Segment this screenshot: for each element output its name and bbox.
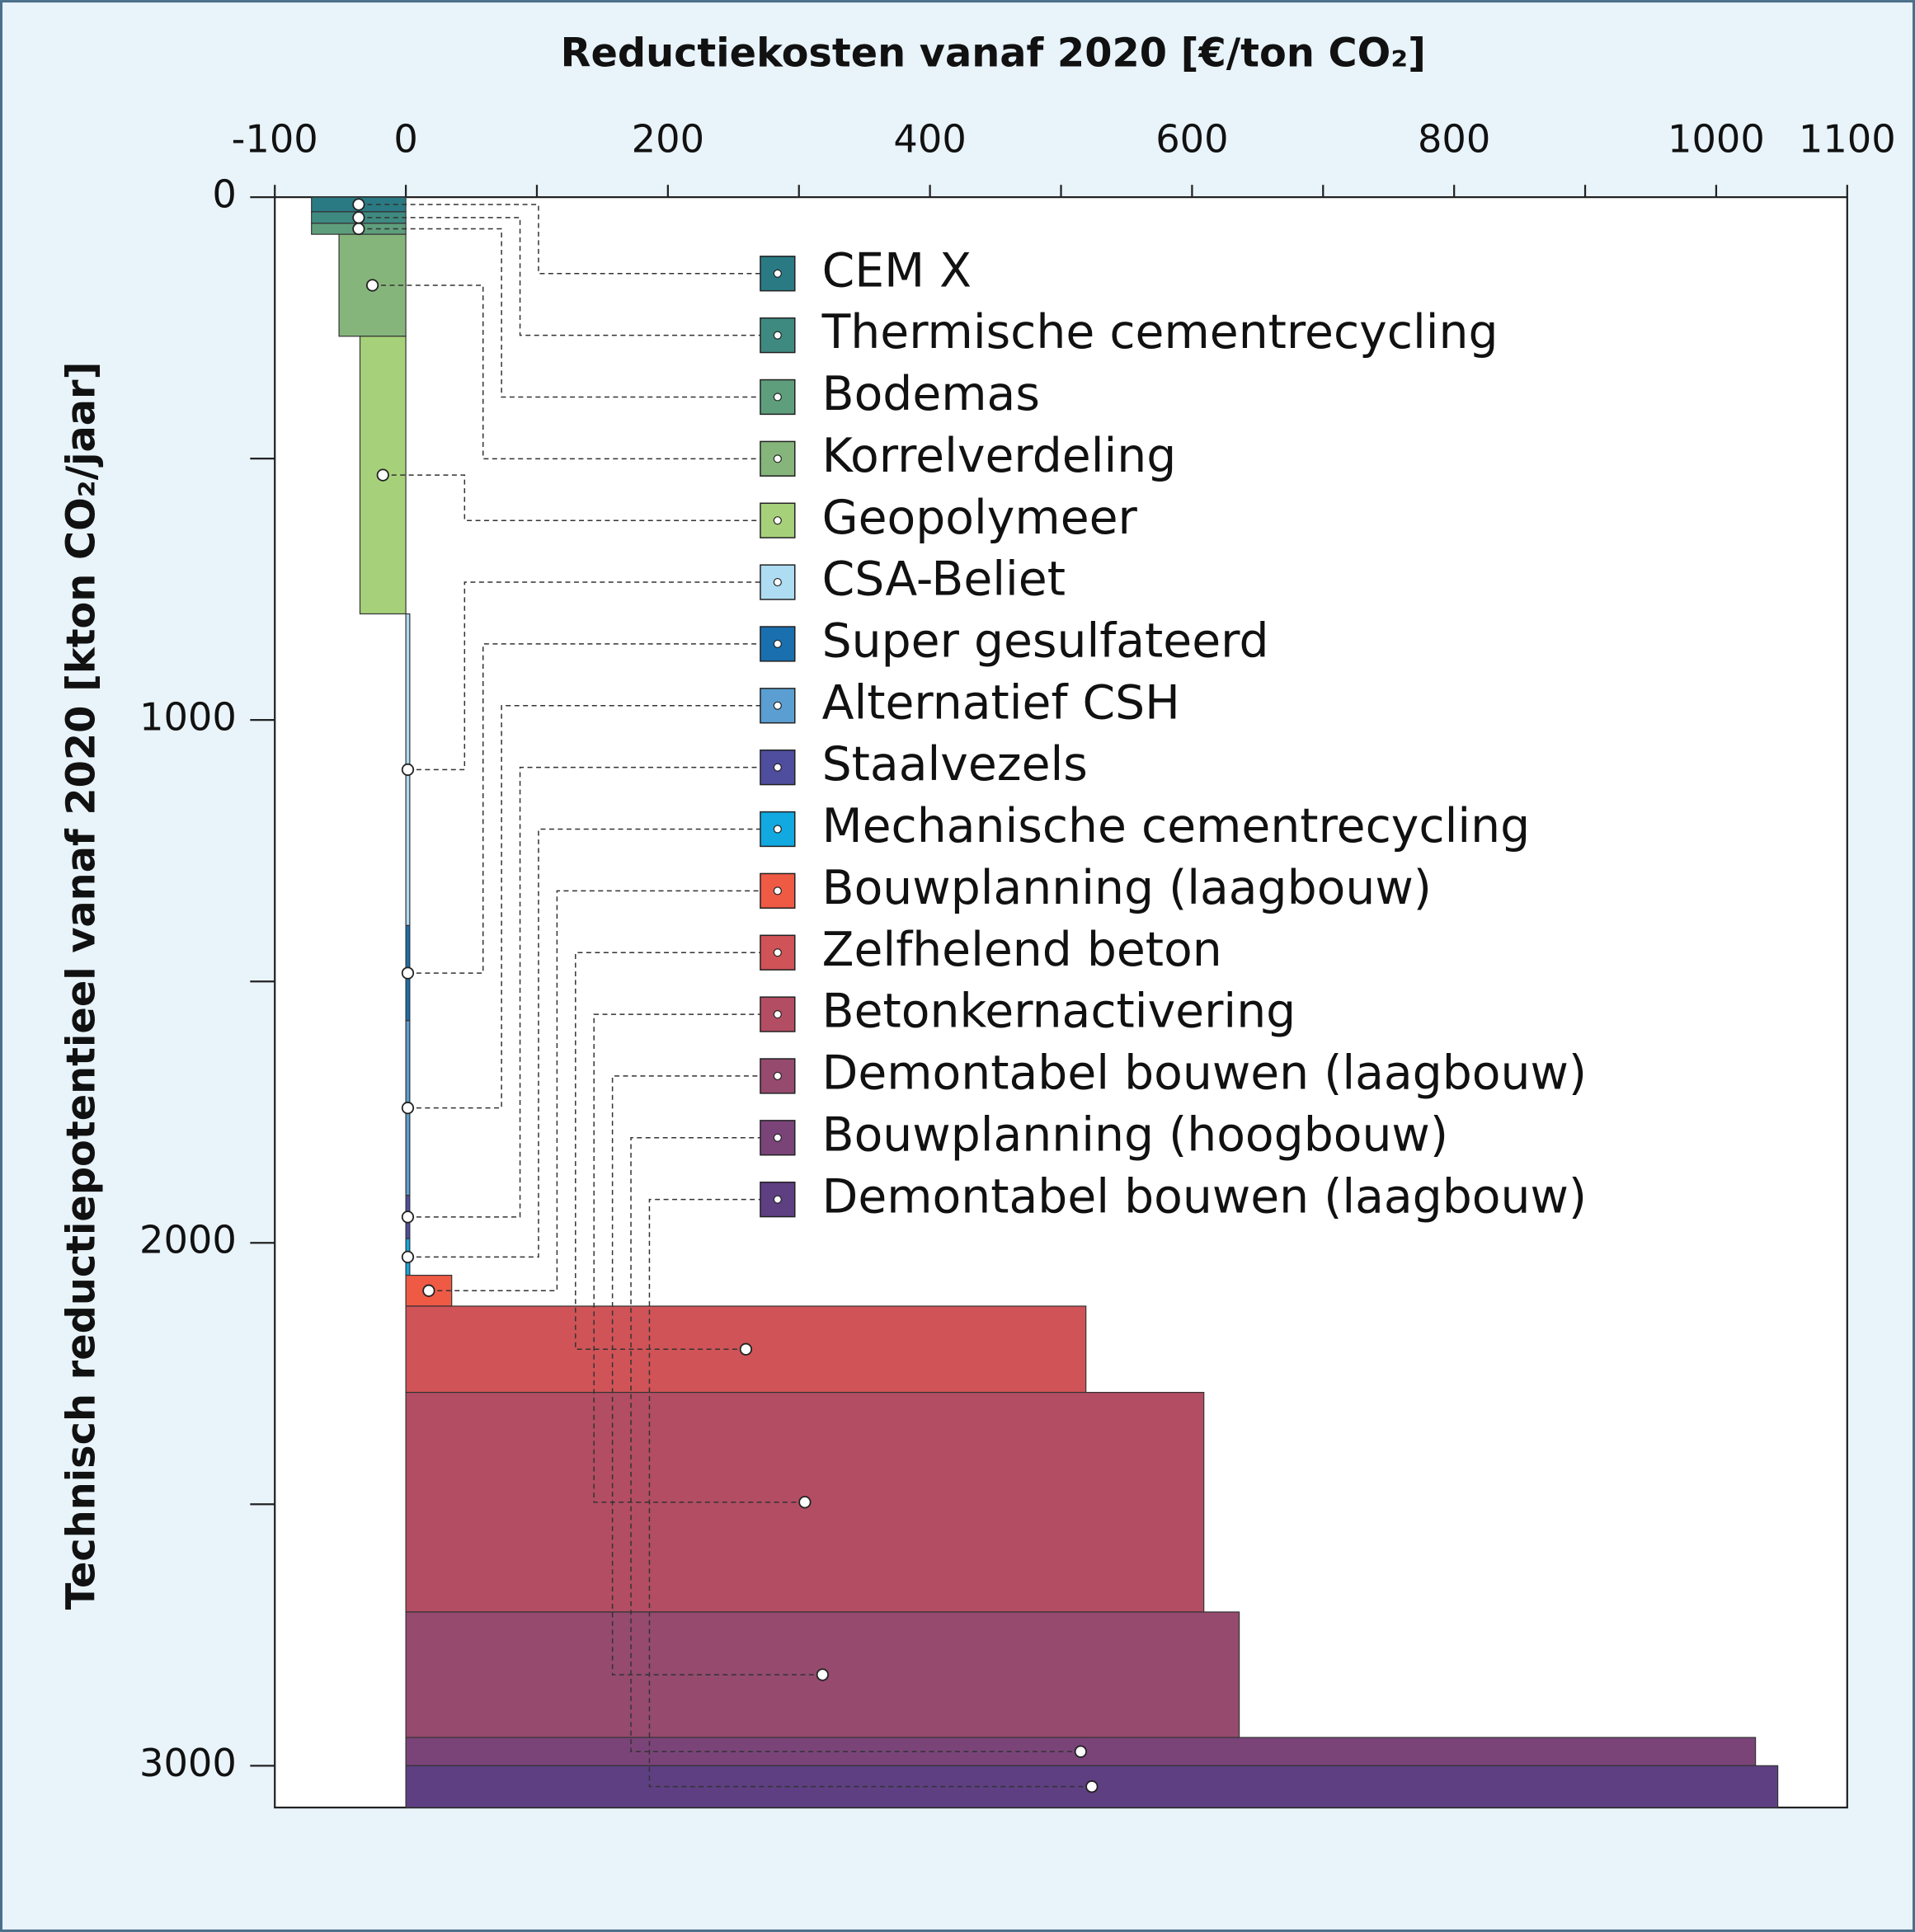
leader-line bbox=[358, 228, 778, 398]
legend-dot bbox=[773, 577, 782, 587]
legend-label: CEM X bbox=[822, 243, 972, 298]
y-tick-label: 1000 bbox=[139, 695, 237, 740]
bar-marker bbox=[352, 211, 365, 224]
legend-label: Demontabel bouwen (laagbouw) bbox=[822, 1046, 1587, 1101]
legend-dot bbox=[773, 516, 782, 525]
legend-dot bbox=[773, 1133, 782, 1142]
leader-line bbox=[383, 474, 778, 521]
x-tick-label: -100 bbox=[232, 116, 318, 161]
bar-marker bbox=[401, 1250, 415, 1263]
bar-marker bbox=[1074, 1745, 1087, 1758]
leader-line bbox=[407, 581, 778, 771]
bar-marker bbox=[365, 279, 379, 292]
legend-label: Super gesulfateerd bbox=[822, 614, 1269, 669]
legend-dot bbox=[773, 948, 782, 957]
leader-line bbox=[358, 217, 778, 336]
leader-line bbox=[407, 643, 778, 974]
legend-label: Mechanische cementrecycling bbox=[822, 799, 1531, 853]
legend-label: Bouwplanning (hoogbouw) bbox=[822, 1107, 1448, 1162]
legend-dot bbox=[773, 331, 782, 340]
legend-label: Korrelverdeling bbox=[822, 429, 1177, 483]
legend-label: Geopolymeer bbox=[822, 491, 1138, 545]
legend-label: Bouwplanning (laagbouw) bbox=[822, 861, 1432, 915]
legend-dot bbox=[773, 454, 782, 463]
y-tick-label: 0 bbox=[212, 172, 236, 217]
legend-dot bbox=[773, 763, 782, 772]
leader-line bbox=[358, 204, 778, 275]
leader-line bbox=[407, 705, 778, 1109]
x-tick-label: 1100 bbox=[1799, 116, 1896, 161]
bar-marker bbox=[401, 966, 415, 980]
x-tick-label: 400 bbox=[893, 116, 966, 161]
legend-dot bbox=[773, 1071, 782, 1081]
legend-dot bbox=[773, 1195, 782, 1204]
leader-line bbox=[611, 1075, 823, 1676]
bar-marker bbox=[816, 1668, 829, 1681]
legend-label: Demontabel bouwen (laagbouw) bbox=[822, 1169, 1587, 1224]
y-tick-label: 3000 bbox=[139, 1741, 237, 1785]
legend-dot bbox=[773, 393, 782, 402]
bar-marker bbox=[401, 1210, 415, 1224]
x-tick-label: 200 bbox=[632, 116, 704, 161]
bar-marker bbox=[739, 1342, 753, 1356]
legend-label: Staalvezels bbox=[822, 737, 1088, 792]
legend-label: CSA-Beliet bbox=[822, 552, 1066, 607]
x-tick-label: 1000 bbox=[1668, 116, 1765, 161]
x-tick-label: 800 bbox=[1418, 116, 1490, 161]
bar-marker bbox=[422, 1284, 435, 1297]
x-tick-label: 0 bbox=[393, 116, 417, 161]
bar-marker bbox=[401, 763, 415, 777]
bar-marker bbox=[401, 1102, 415, 1115]
legend-swatch bbox=[760, 317, 796, 354]
legend-label: Thermische cementrecycling bbox=[821, 305, 1499, 360]
leader-line bbox=[575, 952, 778, 1351]
bar-marker bbox=[798, 1496, 812, 1509]
legend-swatch bbox=[760, 1181, 796, 1218]
y-tick-label: 2000 bbox=[139, 1218, 237, 1262]
legend-dot bbox=[773, 886, 782, 895]
leader-line bbox=[428, 890, 778, 1292]
legend-dot bbox=[773, 701, 782, 710]
leader-line bbox=[648, 1198, 1092, 1788]
y-axis-title: Technisch reductiepotentieel vanaf 2020 … bbox=[59, 362, 105, 1610]
bar-marker bbox=[376, 468, 389, 482]
bar-marker bbox=[352, 198, 365, 211]
chart-title: Reductiekosten vanaf 2020 [€/ton CO₂] bbox=[561, 31, 1426, 76]
legend-dot bbox=[773, 269, 782, 278]
leader-line bbox=[407, 766, 778, 1218]
x-tick-label: 600 bbox=[1155, 116, 1228, 161]
legend-label: Bodemas bbox=[822, 367, 1040, 421]
legend-dot bbox=[773, 1009, 782, 1019]
bar-marker bbox=[1085, 1780, 1099, 1793]
leader-line bbox=[593, 1013, 805, 1503]
leader-line bbox=[372, 284, 778, 460]
legend-label: Betonkernactivering bbox=[822, 985, 1296, 1039]
legend-dot bbox=[773, 639, 782, 648]
leader-line bbox=[630, 1137, 1081, 1752]
bar-marker bbox=[352, 222, 365, 236]
legend-label: Zelfhelend beton bbox=[822, 923, 1222, 977]
legend-dot bbox=[773, 825, 782, 834]
legend-label: Alternatief CSH bbox=[822, 675, 1180, 730]
